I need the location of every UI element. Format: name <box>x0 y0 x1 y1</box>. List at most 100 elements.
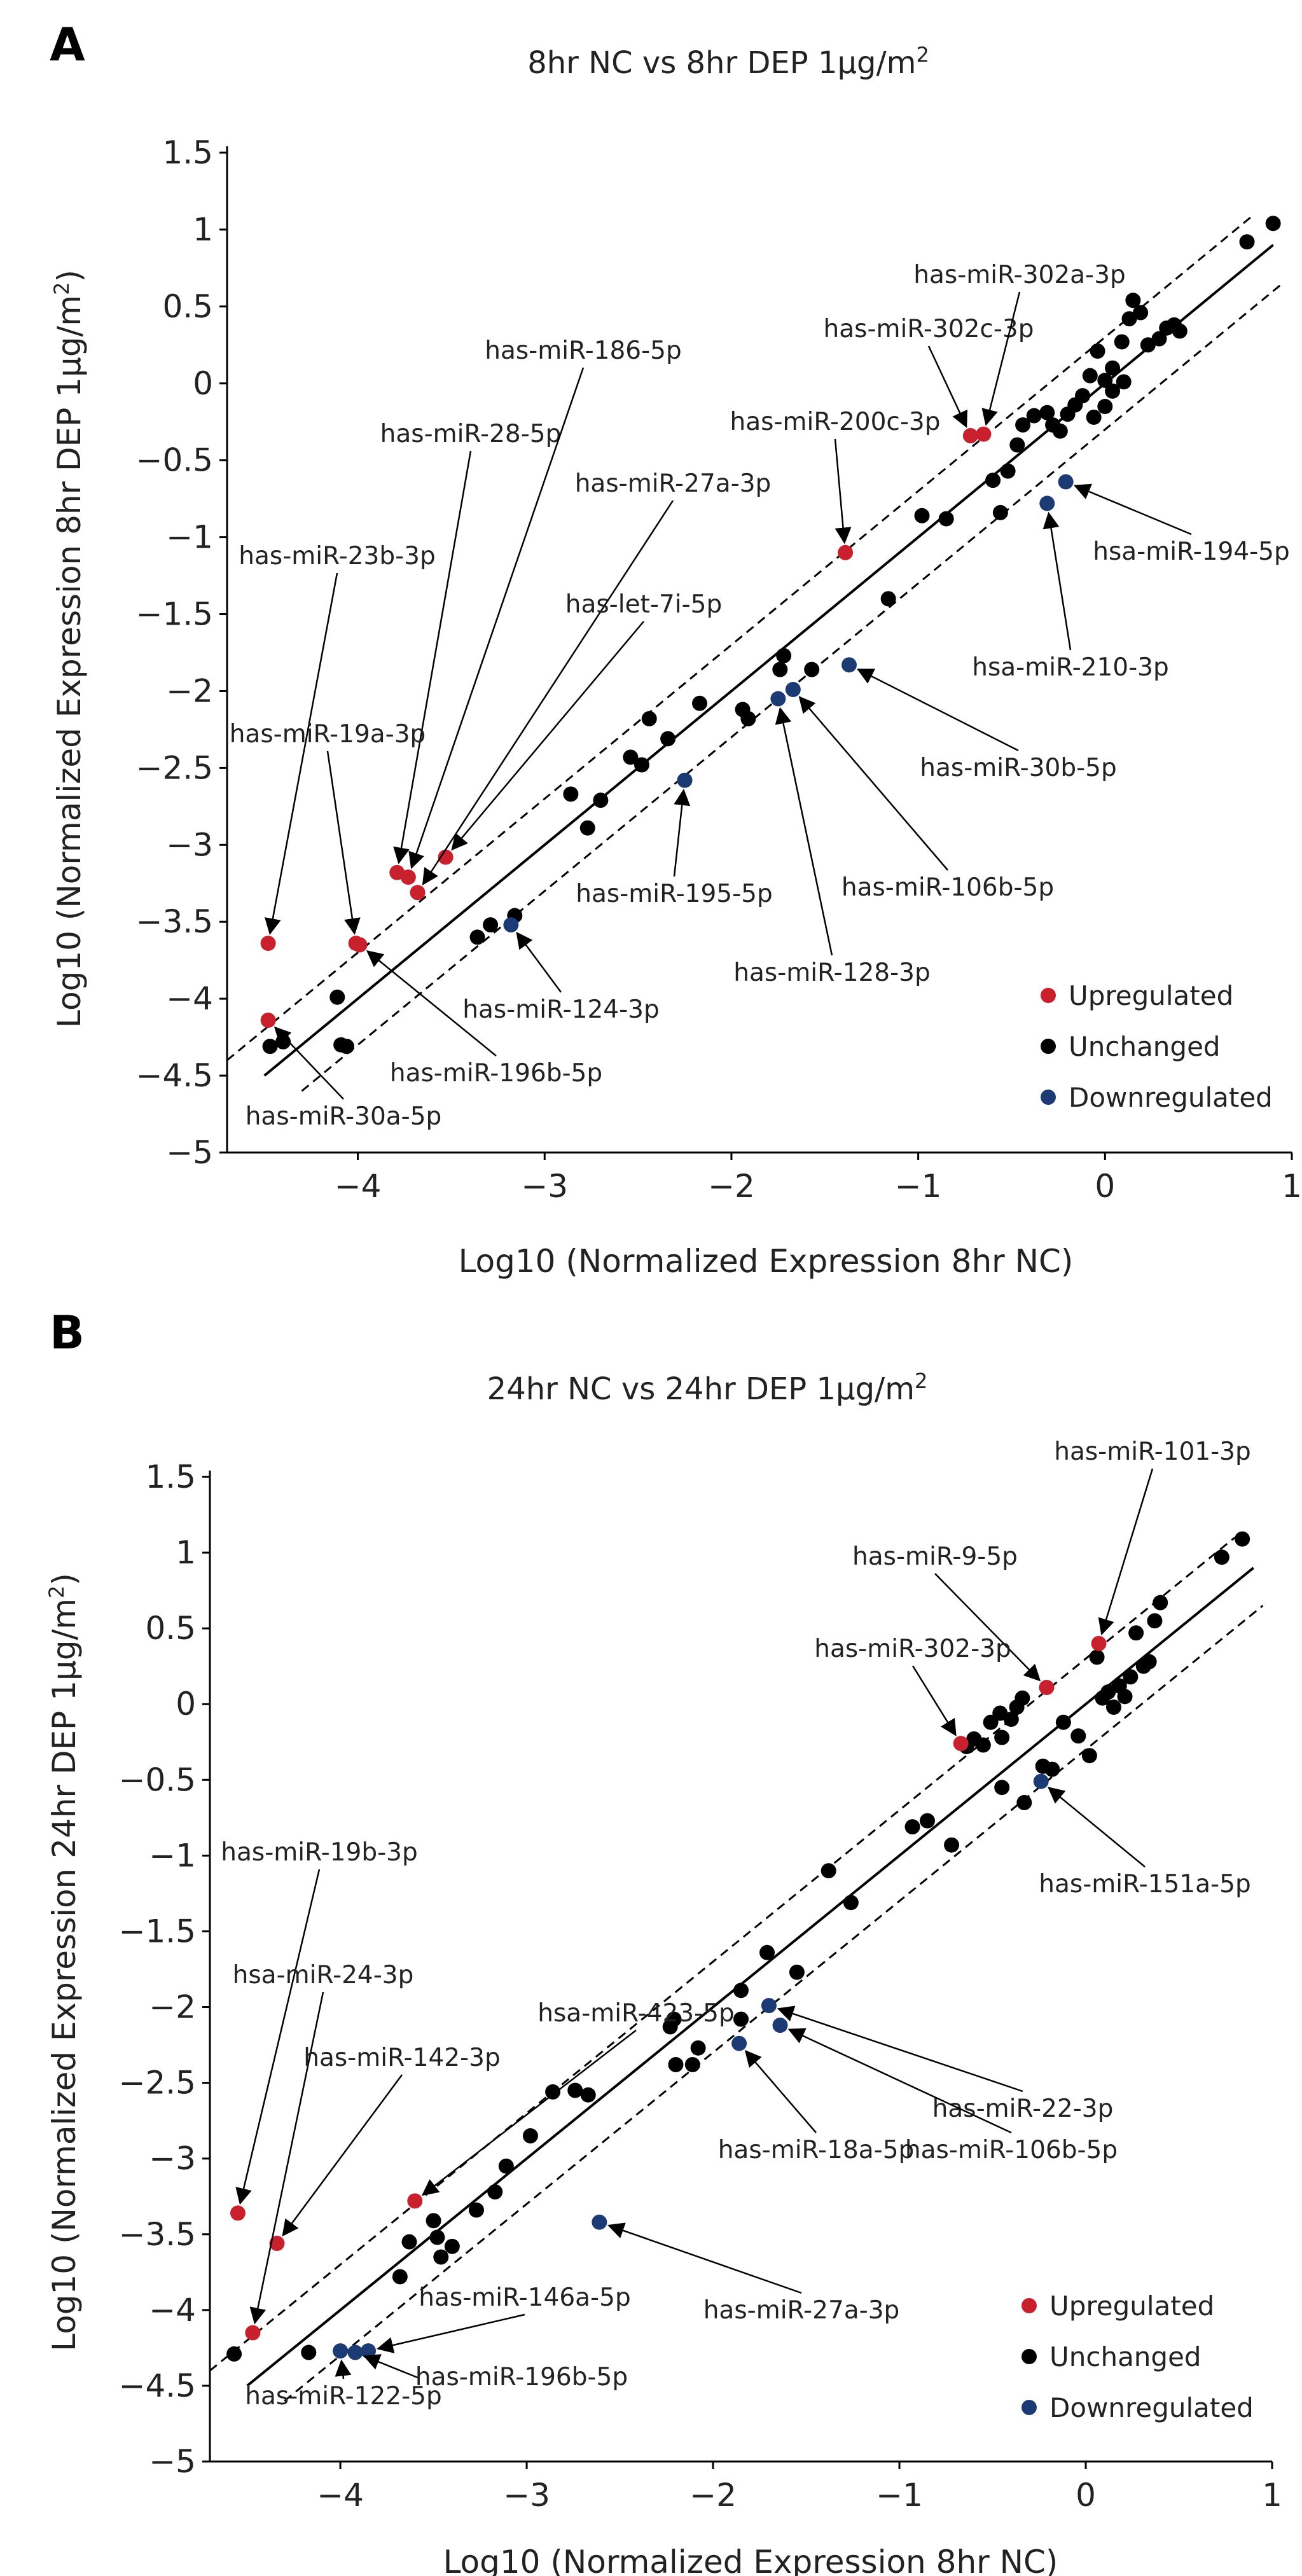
data-point-upregulated <box>1091 1635 1107 1651</box>
data-point-unchanged <box>329 989 345 1005</box>
annotation-label: has-miR-196b-5p <box>390 1059 602 1088</box>
data-point-unchanged <box>1081 1748 1097 1764</box>
data-point-unchanged <box>1141 1654 1157 1670</box>
y-axis-label-text: Log10 (Normalized Expression 24hr DEP 1µ… <box>46 1598 83 2351</box>
y-tick-label: −3.5 <box>119 2216 196 2253</box>
y-tick-label: 0.5 <box>145 1610 196 1647</box>
data-point-unchanged <box>821 1863 836 1879</box>
chart-title: 24hr NC vs 24hr DEP 1µg/m2 <box>487 1369 928 1407</box>
data-point-upregulated <box>438 849 454 865</box>
data-point-unchanged <box>1000 463 1016 479</box>
annotation-label: has-miR-195-5p <box>576 880 773 908</box>
annotation-arrow <box>787 2028 1012 2134</box>
annotation-label: has-miR-27a-3p <box>575 469 772 498</box>
data-point-upregulated <box>976 426 992 442</box>
y-axis-label-superscript: 2 <box>45 1586 69 1598</box>
scatter-chart-a: 8hr NC vs 8hr DEP 1µg/m2 1.5 1 0.5 0 −0.5 −1 −1… <box>50 43 1302 1280</box>
y-tick-label: −1.5 <box>119 1913 196 1949</box>
data-point-upregulated <box>1039 1680 1055 1696</box>
y-axis-label-text: Log10 (Normalized Expression 8hr DEP 1µg… <box>51 295 88 1028</box>
annotation-arrow <box>798 696 948 871</box>
x-tick-label: 1 <box>1282 1168 1302 1205</box>
data-point-unchanged <box>904 1819 920 1835</box>
data-point-unchanged <box>426 2213 441 2229</box>
data-point-unchanged <box>994 1729 1010 1745</box>
chart-title: 8hr NC vs 8hr DEP 1µg/m2 <box>527 43 929 81</box>
y-tick-label: 0.5 <box>162 288 213 325</box>
data-point-unchanged <box>468 2202 484 2218</box>
annotation-label: hsa-miR-194-5p <box>1093 537 1290 566</box>
annotation-label: has-miR-23b-3p <box>239 542 435 571</box>
data-point-unchanged <box>660 731 676 747</box>
data-point-downregulated <box>347 2344 363 2360</box>
data-point-unchanged <box>641 710 657 726</box>
data-point-unchanged <box>1016 1795 1032 1811</box>
data-point-downregulated <box>785 682 801 698</box>
annotation-arrow <box>335 2359 352 2379</box>
data-point-unchanged <box>772 661 788 677</box>
y-tick-label: 0 <box>193 365 213 402</box>
data-point-unchanged <box>1009 437 1025 453</box>
data-point-upregulated <box>953 1736 969 1752</box>
data-point-downregulated <box>361 2343 377 2359</box>
x-tick-label: −2 <box>689 2477 737 2514</box>
data-point-downregulated <box>761 1998 777 2014</box>
data-point-unchanged <box>1003 1712 1019 1728</box>
y-tick-label: −4 <box>166 980 213 1017</box>
y-tick-label: 1.5 <box>162 134 213 171</box>
y-axis-label-end: ) <box>51 270 88 282</box>
data-point-unchanged <box>1090 343 1105 359</box>
data-point-unchanged <box>1140 337 1156 353</box>
data-point-unchanged <box>1070 1728 1086 1744</box>
x-axis-label: Log10 (Normalized Expression 8hr NC) <box>443 2544 1058 2576</box>
annotation-label: hsa-miR-423-5p <box>537 1999 735 2028</box>
annotation-label: has-miR-101-3p <box>1054 1437 1251 1466</box>
x-tick-label: −1 <box>895 1168 942 1205</box>
annotation-arrow <box>607 2222 802 2294</box>
annotation-label: has-miR-124-3p <box>462 995 660 1024</box>
data-point-unchanged <box>1172 323 1188 339</box>
data-point-unchanged <box>567 2082 583 2098</box>
data-point-unchanged <box>498 2158 514 2174</box>
annotation-label: has-miR-128-3p <box>733 959 931 987</box>
annotation-label: has-miR-106b-5p <box>905 2136 1118 2164</box>
data-point-unchanged <box>1026 408 1042 424</box>
annotation-label: has-miR-22-3p <box>932 2095 1114 2123</box>
annotation-label: hsa-miR-210-3p <box>972 653 1169 682</box>
data-point-unchanged <box>1015 1690 1030 1706</box>
y-tick-label: −0.5 <box>136 442 213 479</box>
data-point-upregulated <box>269 2236 285 2252</box>
data-point-unchanged <box>776 647 792 663</box>
annotation-arrow <box>326 751 361 935</box>
annotation-arrow <box>1074 483 1192 536</box>
annotation-label: has-let-7i-5p <box>565 590 723 619</box>
annotation-label: has-miR-196b-5p <box>415 2363 628 2392</box>
panel-b: B 24hr NC vs 24hr DEP 1µg/m2 1.5 1 0.5 0 −0.5… <box>0 1288 1302 2576</box>
y-tick-label: −1.5 <box>136 596 213 633</box>
data-point-unchanged <box>992 1705 1008 1721</box>
data-point-unchanged <box>563 786 579 802</box>
data-point-unchanged <box>593 793 609 808</box>
annotation-arrow <box>235 1869 321 2205</box>
annotation-arrow <box>393 450 472 864</box>
annotation-arrow <box>421 2030 637 2196</box>
data-point-unchanged <box>1097 399 1113 415</box>
data-point-downregulated <box>677 772 693 788</box>
data-point-upregulated <box>245 2325 261 2341</box>
data-point-unchanged <box>580 2087 596 2103</box>
annotation-label: has-miR-19a-3p <box>230 720 426 749</box>
data-point-upregulated <box>352 937 368 953</box>
annotation-arrow <box>377 2313 525 2353</box>
x-tick-label: −3 <box>521 1168 568 1205</box>
data-point-unchanged <box>1044 1761 1060 1777</box>
data-point-unchanged <box>487 2184 503 2200</box>
annotation-label: has-miR-142-3p <box>303 2044 501 2072</box>
annotation-arrow <box>911 1665 957 1736</box>
x-tick-label: 0 <box>1076 2477 1096 2514</box>
data-point-unchanged <box>994 1780 1010 1796</box>
data-point-unchanged <box>433 2249 449 2265</box>
annotation-label: has-miR-30a-5p <box>246 1102 442 1131</box>
annotation-label: has-miR-122-5p <box>245 2382 442 2411</box>
data-point-unchanged <box>1151 331 1167 347</box>
data-point-unchanged <box>985 473 1001 488</box>
